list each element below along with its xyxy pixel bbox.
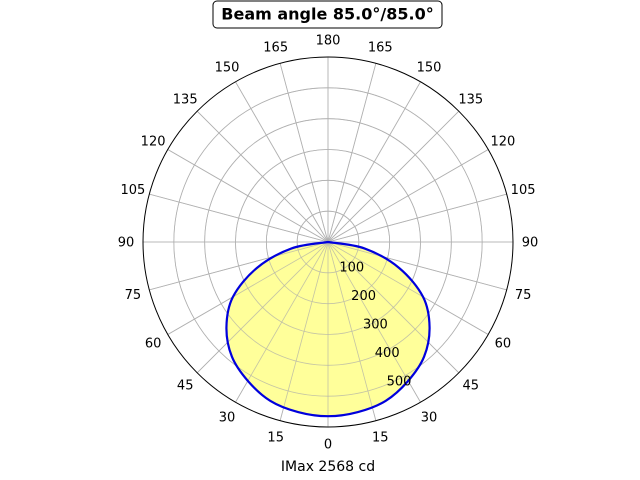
angular-grid-line	[167, 241, 329, 335]
angular-grid-line	[167, 149, 329, 243]
angular-grid-line	[327, 193, 507, 243]
angle-tick-label: 135	[458, 93, 483, 108]
angular-grid-line	[327, 81, 421, 243]
angular-grid-line	[279, 63, 329, 243]
x-axis-label: IMax 2568 cd	[281, 459, 375, 475]
angle-tick-label: 60	[495, 337, 512, 352]
angle-tick-label: 150	[215, 61, 240, 76]
angle-tick-label: 45	[463, 378, 480, 393]
angle-tick-label: 30	[421, 410, 438, 425]
intensity-curve-layer	[143, 57, 513, 427]
angle-tick-label: 30	[219, 410, 236, 425]
angle-tick-label: 60	[145, 337, 162, 352]
angular-grid-line	[327, 149, 489, 243]
angular-grid-line	[327, 241, 507, 291]
angular-grid-line	[235, 241, 329, 403]
angle-tick-label: 15	[267, 431, 284, 446]
angle-tick-label: 120	[490, 135, 515, 150]
angular-grid-line	[149, 241, 329, 291]
angle-tick-label: 105	[120, 183, 145, 198]
angular-grid-line	[327, 241, 460, 374]
angular-grid-line	[327, 241, 377, 421]
radial-tick-label: 400	[375, 346, 400, 361]
angular-grid-line	[327, 241, 421, 403]
angle-tick-label: 15	[372, 431, 389, 446]
angle-tick-label: 150	[417, 61, 442, 76]
intensity-curve	[225, 240, 431, 418]
angle-tick-label: 0	[324, 438, 332, 453]
angle-tick-label: 75	[125, 288, 142, 303]
angular-grid-line	[327, 63, 377, 243]
angular-grid-line	[279, 241, 329, 421]
angle-tick-labels: 0 15 30 45 60 75 90 105 120 135 150 165 180 165 150 135…	[118, 34, 539, 453]
radial-tick-label: 200	[351, 289, 376, 304]
chart-title-box: Beam angle 85.0°/85.0°	[212, 0, 443, 29]
angle-tick-label: 75	[515, 288, 532, 303]
angle-tick-label: 180	[316, 34, 341, 49]
angular-grid-line	[149, 193, 329, 243]
angular-grid-line	[327, 110, 460, 243]
angle-tick-label: 105	[511, 183, 536, 198]
radial-tick-label: 500	[387, 374, 412, 389]
grid-overlay	[143, 57, 513, 427]
angular-grid-line	[196, 241, 329, 374]
angle-tick-label: 90	[522, 236, 539, 251]
angular-grid-line	[196, 110, 329, 243]
angle-tick-label: 90	[118, 236, 135, 251]
angle-tick-label: 135	[173, 93, 198, 108]
radial-tick-labels: 100 200 300 400 500	[339, 261, 411, 390]
radial-tick-label: 300	[363, 318, 388, 333]
angle-tick-label: 165	[368, 40, 393, 55]
angle-tick-label: 165	[263, 40, 288, 55]
angle-tick-label: 120	[141, 135, 166, 150]
angle-tick-label: 45	[177, 378, 194, 393]
radial-tick-label: 100	[339, 261, 364, 276]
angular-grid-line	[327, 241, 489, 335]
outer-ring	[142, 56, 514, 428]
angular-grid-line	[235, 81, 329, 243]
chart-title: Beam angle 85.0°/85.0°	[221, 5, 433, 24]
